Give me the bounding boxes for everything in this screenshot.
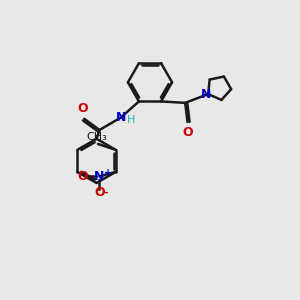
Text: CH₃: CH₃ <box>86 132 107 142</box>
Text: O: O <box>77 102 88 115</box>
Text: +: + <box>103 168 112 178</box>
Text: O: O <box>94 186 105 199</box>
Text: O: O <box>182 125 193 139</box>
Text: N: N <box>94 170 104 183</box>
Text: N: N <box>116 111 126 124</box>
Text: O: O <box>77 170 88 183</box>
Text: N: N <box>201 88 211 100</box>
Text: -: - <box>103 187 108 197</box>
Text: H: H <box>127 115 136 125</box>
